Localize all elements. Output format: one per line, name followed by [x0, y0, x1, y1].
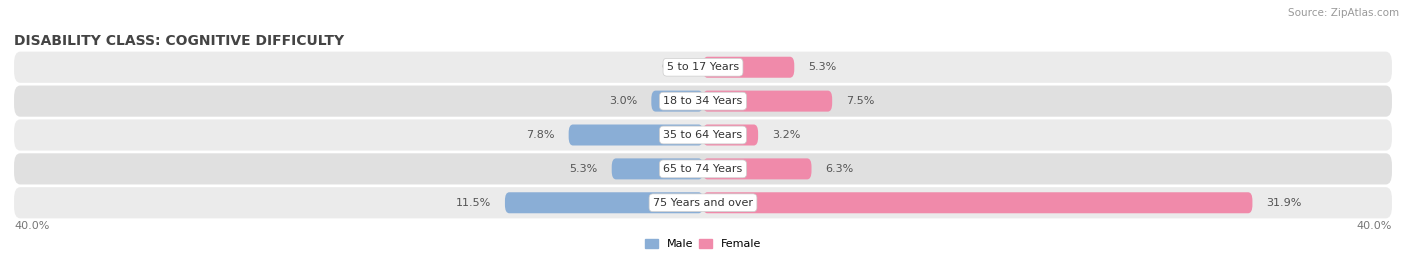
Text: 40.0%: 40.0%: [1357, 221, 1392, 231]
FancyBboxPatch shape: [505, 192, 703, 213]
Text: 5.3%: 5.3%: [569, 164, 598, 174]
Text: 3.2%: 3.2%: [772, 130, 800, 140]
FancyBboxPatch shape: [703, 158, 811, 179]
Text: 6.3%: 6.3%: [825, 164, 853, 174]
Text: 0.0%: 0.0%: [661, 62, 689, 72]
FancyBboxPatch shape: [14, 153, 1392, 184]
Legend: Male, Female: Male, Female: [640, 235, 766, 254]
FancyBboxPatch shape: [703, 124, 758, 146]
FancyBboxPatch shape: [14, 52, 1392, 83]
Text: 40.0%: 40.0%: [14, 221, 49, 231]
Text: 5 to 17 Years: 5 to 17 Years: [666, 62, 740, 72]
Text: 18 to 34 Years: 18 to 34 Years: [664, 96, 742, 106]
Text: 5.3%: 5.3%: [808, 62, 837, 72]
Text: 7.8%: 7.8%: [526, 130, 555, 140]
FancyBboxPatch shape: [651, 91, 703, 112]
FancyBboxPatch shape: [703, 91, 832, 112]
Text: 11.5%: 11.5%: [456, 198, 491, 208]
FancyBboxPatch shape: [14, 187, 1392, 218]
FancyBboxPatch shape: [612, 158, 703, 179]
Text: Source: ZipAtlas.com: Source: ZipAtlas.com: [1288, 8, 1399, 18]
Text: 65 to 74 Years: 65 to 74 Years: [664, 164, 742, 174]
Text: 75 Years and over: 75 Years and over: [652, 198, 754, 208]
FancyBboxPatch shape: [14, 86, 1392, 117]
FancyBboxPatch shape: [703, 192, 1253, 213]
Text: DISABILITY CLASS: COGNITIVE DIFFICULTY: DISABILITY CLASS: COGNITIVE DIFFICULTY: [14, 33, 344, 48]
Text: 7.5%: 7.5%: [846, 96, 875, 106]
FancyBboxPatch shape: [14, 119, 1392, 151]
FancyBboxPatch shape: [703, 57, 794, 78]
FancyBboxPatch shape: [568, 124, 703, 146]
Text: 31.9%: 31.9%: [1267, 198, 1302, 208]
Text: 3.0%: 3.0%: [609, 96, 637, 106]
Text: 35 to 64 Years: 35 to 64 Years: [664, 130, 742, 140]
